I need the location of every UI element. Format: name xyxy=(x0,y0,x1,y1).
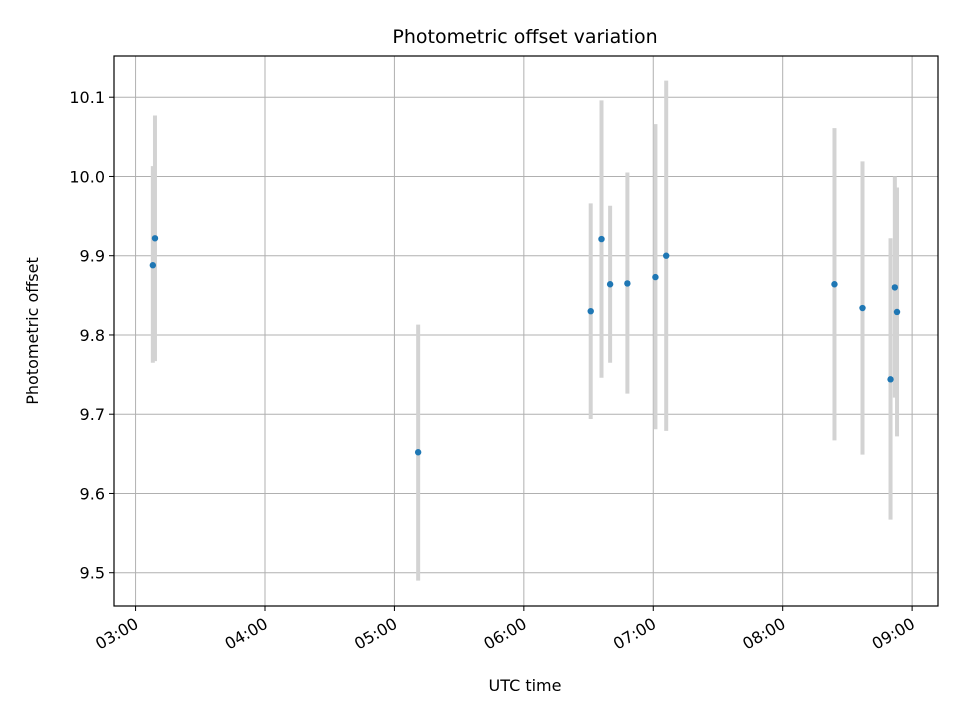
data-point xyxy=(891,284,899,291)
data-points xyxy=(149,235,901,456)
data-point xyxy=(606,281,614,288)
y-tick-label: 9.5 xyxy=(80,564,105,583)
data-point xyxy=(887,376,894,383)
y-tick-label: 9.6 xyxy=(80,484,105,503)
y-tick-label: 10.1 xyxy=(69,88,105,107)
data-point xyxy=(893,308,901,316)
y-tick-label: 10.0 xyxy=(69,167,105,186)
grid-lines xyxy=(114,56,938,606)
y-tick-label: 9.8 xyxy=(80,326,105,345)
data-point xyxy=(587,307,594,315)
y-tick-label: 9.7 xyxy=(80,405,105,424)
data-point xyxy=(149,262,157,269)
data-point xyxy=(652,273,659,281)
data-point xyxy=(663,252,670,259)
data-point xyxy=(831,281,838,288)
chart-title: Photometric offset variation xyxy=(392,26,657,48)
data-point xyxy=(624,280,631,287)
data-point xyxy=(598,235,605,243)
y-axis-ticks: 9.5 9.6 9.7 9.8 9.9 10.0 10.1 xyxy=(69,88,114,583)
data-point xyxy=(859,304,866,312)
data-point xyxy=(151,235,159,242)
plot-frame xyxy=(113,55,939,607)
y-tick-label: 9.9 xyxy=(80,247,105,266)
x-axis-label: UTC time xyxy=(489,676,562,695)
data-point xyxy=(414,449,422,456)
y-axis-label: Photometric offset xyxy=(23,257,42,405)
